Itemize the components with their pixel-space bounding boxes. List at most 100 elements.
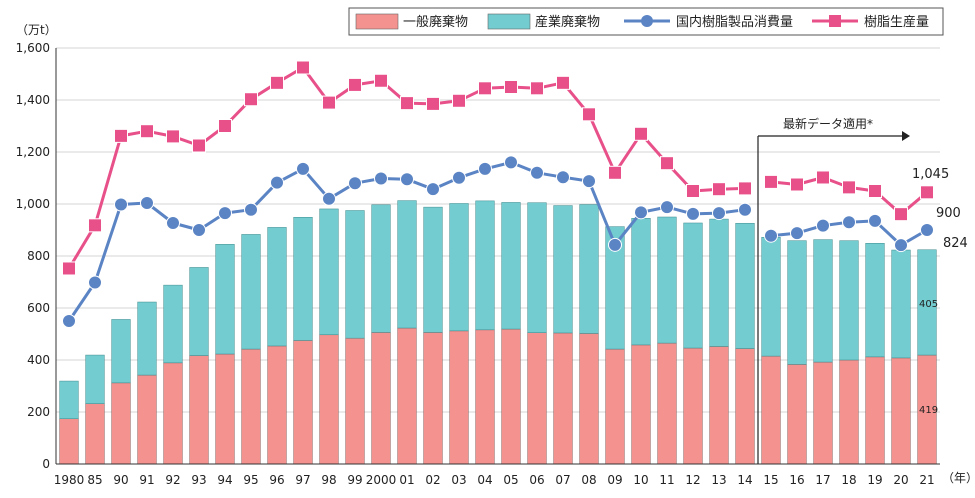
point-production — [504, 80, 518, 94]
bar-general-waste — [85, 403, 105, 465]
y-tick-label: 0 — [42, 457, 50, 471]
annotation-text: 最新データ適用* — [783, 116, 873, 131]
x-tick-label: 05 — [503, 473, 518, 487]
y-axis-unit: （万t） — [16, 23, 57, 37]
bar-industrial-waste — [605, 226, 625, 350]
legend-label-general-waste: 一般廃棄物 — [403, 14, 468, 30]
x-tick-label: 90 — [113, 473, 128, 487]
legend-swatch-industrial-waste — [487, 13, 531, 30]
x-tick-label: 11 — [659, 473, 674, 487]
x-tick-label: 18 — [841, 473, 856, 487]
end-label-consumption: 900 — [936, 206, 961, 221]
x-tick-label: 92 — [165, 473, 180, 487]
bar-industrial-waste — [501, 202, 521, 330]
bar-general-waste — [735, 348, 755, 465]
legend-marker-production — [829, 15, 841, 27]
bar-industrial-waste — [137, 301, 157, 376]
bar-general-waste — [605, 348, 625, 465]
x-tick-label: 97 — [295, 473, 310, 487]
latest-data-annotation: 最新データ適用* — [757, 116, 910, 464]
y-tick-label: 1,600 — [16, 41, 50, 55]
point-production — [634, 126, 648, 141]
bar-general-waste — [657, 342, 677, 465]
annotation-arrow-head — [902, 131, 910, 141]
point-production — [894, 207, 908, 222]
bar-industrial-waste — [709, 218, 729, 347]
bar-industrial-waste — [111, 319, 131, 384]
bar-general-waste — [839, 359, 859, 465]
point-consumption — [660, 200, 674, 215]
bar-industrial-waste — [813, 239, 833, 363]
point-consumption — [634, 205, 648, 220]
bar-industrial-waste — [865, 243, 885, 358]
bar-general-waste — [241, 348, 261, 465]
bar-industrial-waste — [293, 217, 313, 341]
y-tick-label: 1,400 — [16, 93, 50, 107]
point-production — [88, 218, 102, 233]
y-tick-label: 600 — [27, 301, 50, 315]
point-consumption — [738, 202, 752, 217]
point-consumption — [894, 238, 908, 253]
point-consumption — [270, 175, 284, 190]
x-tick-label: 08 — [581, 473, 596, 487]
x-tick-label: 94 — [217, 473, 232, 487]
point-production — [400, 96, 414, 111]
bar-general-waste — [761, 355, 781, 465]
bar-industrial-waste — [761, 237, 781, 357]
x-tick-label: 09 — [607, 473, 622, 487]
bar-general-waste — [631, 344, 651, 465]
x-tick-label: 06 — [529, 473, 544, 487]
legend-label-production: 樹脂生産量 — [864, 14, 929, 30]
bar-industrial-waste — [787, 240, 807, 365]
bar-industrial-waste — [423, 206, 443, 333]
x-tick-label: 10 — [633, 473, 648, 487]
bar-general-waste — [397, 327, 417, 465]
point-consumption — [348, 176, 362, 191]
bar-industrial-waste — [371, 204, 391, 333]
point-consumption — [426, 182, 440, 197]
point-consumption — [530, 165, 544, 180]
point-production — [140, 124, 154, 139]
point-consumption — [764, 228, 778, 243]
x-tick-label: 03 — [451, 473, 466, 487]
bar-general-waste — [423, 332, 443, 465]
bar-general-waste — [501, 328, 521, 465]
bar-general-waste — [683, 347, 703, 465]
x-tick-label: 96 — [269, 473, 284, 487]
point-production — [686, 184, 700, 198]
point-consumption — [712, 206, 726, 221]
bar-industrial-waste — [397, 200, 417, 329]
bar-industrial-waste — [917, 249, 937, 356]
point-production — [582, 107, 596, 122]
x-tick-label: 17 — [815, 473, 830, 487]
point-production — [296, 60, 310, 75]
point-production — [166, 129, 180, 144]
bar-industrial-waste — [59, 380, 79, 420]
point-consumption — [582, 174, 596, 189]
point-consumption — [842, 215, 856, 230]
x-tick-label: 20 — [893, 473, 908, 487]
x-tick-label: 98 — [321, 473, 336, 487]
bar-general-waste — [813, 361, 833, 465]
point-consumption — [218, 206, 232, 221]
bar-industrial-waste — [553, 205, 573, 334]
x-tick-label: 95 — [243, 473, 258, 487]
bar-general-waste — [111, 382, 131, 465]
point-production — [712, 182, 726, 197]
point-production — [738, 181, 752, 196]
point-consumption — [166, 215, 180, 230]
legend-swatch-general-waste — [355, 13, 399, 30]
y-tick-label: 1,200 — [16, 145, 50, 159]
x-tick-label: 02 — [425, 473, 440, 487]
bar-general-waste — [709, 346, 729, 465]
point-production — [920, 185, 934, 200]
x-tick-label: 93 — [191, 473, 206, 487]
bar-industrial-waste — [267, 227, 287, 347]
point-consumption — [556, 170, 570, 185]
point-consumption — [608, 237, 622, 252]
bar-industrial-waste — [241, 234, 261, 350]
point-production — [478, 81, 492, 96]
bar-general-waste — [371, 332, 391, 465]
point-production — [114, 128, 128, 143]
